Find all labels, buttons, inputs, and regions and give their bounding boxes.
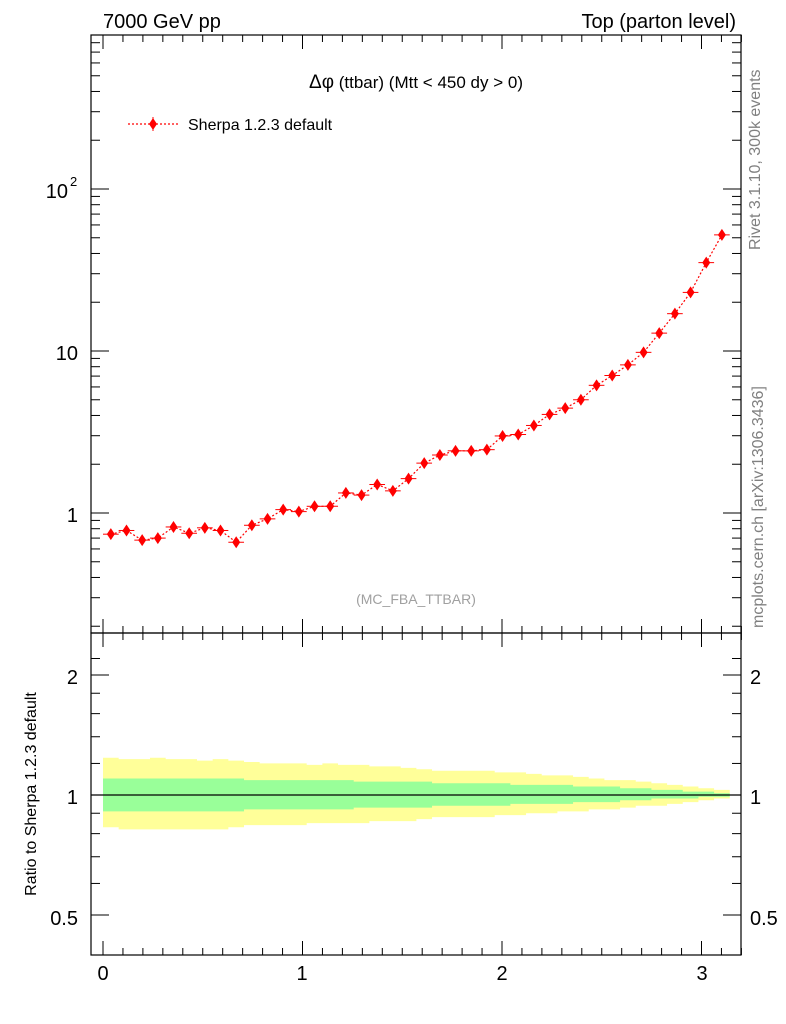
y-tick-label-10: 10 <box>56 343 78 365</box>
ratio-tick-label-right-2: 2 <box>750 667 761 689</box>
data-point-marker <box>467 444 476 457</box>
data-point-marker <box>216 524 225 537</box>
legend-label: Sherpa 1.2.3 default <box>188 117 333 134</box>
data-point-marker <box>341 486 350 499</box>
data-point-marker <box>326 500 335 513</box>
data-point-marker <box>232 536 241 549</box>
ratio-tick-label-right-05: 0.5 <box>750 908 778 930</box>
y-tick-label-100-base: 10 <box>46 181 68 203</box>
series-line <box>110 234 723 544</box>
x-tick-label-3: 3 <box>696 963 707 985</box>
data-point-marker <box>200 521 209 534</box>
legend: Sherpa 1.2.3 default <box>128 117 333 134</box>
data-point-marker <box>294 505 303 518</box>
data-point-marker <box>435 449 444 462</box>
legend-marker <box>149 118 157 130</box>
ratio-tick-label-left-2: 2 <box>67 667 78 689</box>
side-label-rivet: Rivet 3.1.10, 300k events <box>747 69 764 250</box>
data-point-marker <box>561 402 570 415</box>
data-point-marker <box>702 256 711 269</box>
data-point-marker <box>608 369 617 382</box>
title-delta-phi: Δφ <box>309 72 334 93</box>
data-point-marker <box>138 534 147 547</box>
data-point-marker <box>247 519 256 532</box>
x-tick-label-2: 2 <box>496 963 507 985</box>
analysis-watermark: (MC_FBA_TTBAR) <box>356 591 476 607</box>
main-plot-ticks <box>91 35 742 633</box>
data-point-marker <box>529 419 538 432</box>
x-tick-label-0: 0 <box>97 963 108 985</box>
data-point-marker <box>498 429 507 442</box>
data-point-marker <box>373 478 382 491</box>
data-point-marker <box>639 346 648 359</box>
side-label-mcplots: mcplots.cern.ch [arXiv:1306.3436] <box>750 386 767 628</box>
data-point-marker <box>357 489 366 502</box>
data-point-marker <box>670 307 679 320</box>
data-point-marker <box>404 472 413 485</box>
ratio-y-axis-label: Ratio to Sherpa 1.2.3 default <box>23 692 40 896</box>
data-point-marker <box>122 524 131 537</box>
data-point-marker <box>106 528 115 541</box>
data-series <box>103 228 730 549</box>
data-point-marker <box>592 379 601 392</box>
data-point-marker <box>482 443 491 456</box>
data-point-marker <box>388 484 397 497</box>
data-point-marker <box>185 527 194 540</box>
data-point-marker <box>279 503 288 516</box>
ratio-tick-label-right-1: 1 <box>750 787 761 809</box>
data-point-marker <box>420 457 429 470</box>
header-right: Top (parton level) <box>581 11 736 33</box>
data-point-marker <box>310 500 319 513</box>
data-point-marker <box>623 358 632 371</box>
data-point-marker <box>153 532 162 545</box>
data-point-marker <box>717 228 726 241</box>
ratio-plot-frame <box>90 632 742 956</box>
header-left: 7000 GeV pp <box>103 11 221 33</box>
main-plot-title: Δφ (ttbar) (Mtt < 450 dy > 0) <box>309 72 523 93</box>
data-point-marker <box>263 512 272 525</box>
ratio-plot-ticks <box>91 633 742 955</box>
data-point-marker <box>686 286 695 299</box>
y-tick-label-1: 1 <box>67 505 78 527</box>
x-tick-label-1: 1 <box>296 963 307 985</box>
data-point-marker <box>545 408 554 421</box>
ratio-bands <box>103 757 730 830</box>
data-point-marker <box>655 327 664 340</box>
data-point-marker <box>169 520 178 533</box>
data-point-marker <box>514 428 523 441</box>
data-point-marker <box>576 393 585 406</box>
y-tick-label-100-exponent: 2 <box>70 174 77 189</box>
title-rest: (ttbar) (Mtt < 450 dy > 0) <box>334 73 523 92</box>
ratio-tick-label-left-1: 1 <box>67 787 78 809</box>
data-point-marker <box>451 444 460 457</box>
ratio-tick-label-left-05: 0.5 <box>50 908 78 930</box>
